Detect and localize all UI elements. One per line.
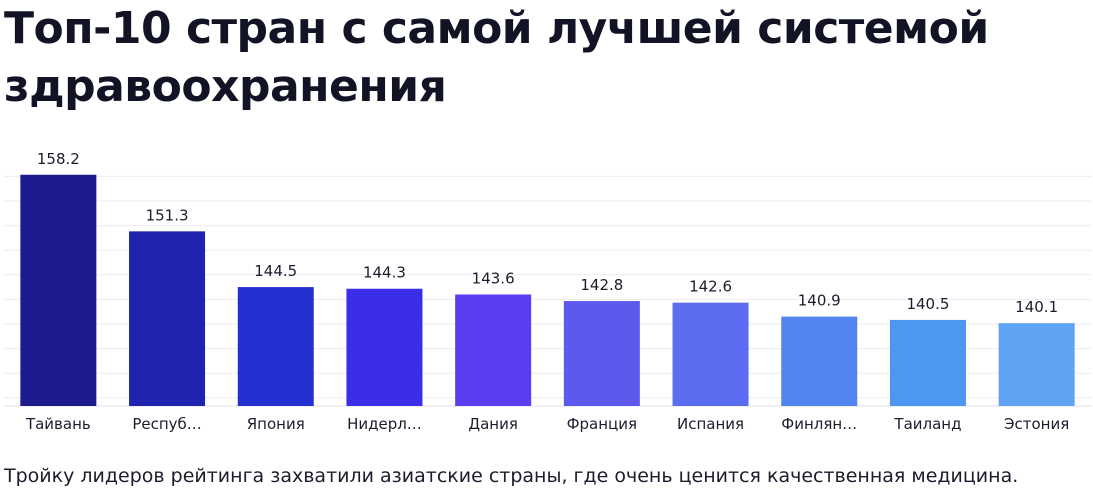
category-labels: Тайвань Респуб… Япония Нидерл… Дания Франция И… <box>25 415 1069 433</box>
value-label-5: 143.6 <box>472 269 515 287</box>
category-label-1: Тайвань <box>25 415 91 433</box>
bar-8[interactable] <box>781 316 858 406</box>
value-label-3: 144.5 <box>254 262 297 280</box>
category-label-5: Дания <box>468 415 518 433</box>
category-label-8: Финлян… <box>781 415 857 433</box>
bar-3[interactable] <box>237 287 314 406</box>
bar-10[interactable] <box>998 323 1075 406</box>
bar-5[interactable] <box>455 294 532 406</box>
value-label-8: 140.9 <box>798 292 841 310</box>
category-label-6: Франция <box>567 415 637 433</box>
bar-2[interactable] <box>129 231 206 406</box>
value-label-9: 140.5 <box>906 295 949 313</box>
category-label-10: Эстония <box>1004 415 1069 433</box>
value-labels: 158.2 151.3 144.5 144.3 143.6 142.8 142.6 140.9… <box>37 150 1058 316</box>
bar-6[interactable] <box>563 301 640 406</box>
value-label-2: 151.3 <box>146 206 189 224</box>
category-label-9: Таиланд <box>893 415 961 433</box>
value-label-7: 142.6 <box>689 278 732 296</box>
value-label-1: 158.2 <box>37 150 80 168</box>
chart-caption: Тройку лидеров рейтинга захватили азиатс… <box>4 465 1019 487</box>
bar-7[interactable] <box>672 302 749 406</box>
bar-1[interactable] <box>20 174 97 406</box>
category-label-2: Респуб… <box>132 415 201 433</box>
bar-9[interactable] <box>889 319 966 406</box>
bars <box>20 174 1075 406</box>
bar-chart: 158.2 151.3 144.5 144.3 143.6 142.8 142.6 140.9… <box>4 150 1091 433</box>
category-label-7: Испания <box>677 415 744 433</box>
value-label-10: 140.1 <box>1015 298 1058 316</box>
value-label-4: 144.3 <box>363 264 406 282</box>
chart-title: Топ-10 стран с самой лучшей системой здр… <box>4 3 989 112</box>
category-label-3: Япония <box>247 415 305 433</box>
bar-4[interactable] <box>346 288 423 406</box>
value-label-6: 142.8 <box>580 276 623 294</box>
category-label-4: Нидерл… <box>347 415 422 433</box>
